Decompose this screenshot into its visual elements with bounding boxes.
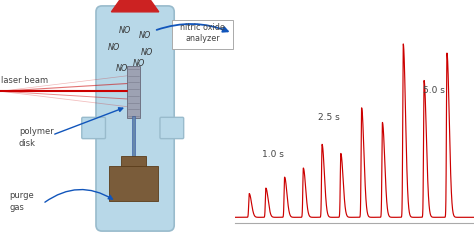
Bar <box>121 156 146 168</box>
Text: NO: NO <box>118 26 130 35</box>
Text: NO: NO <box>138 31 151 40</box>
Text: 1.0 s: 1.0 s <box>262 150 283 159</box>
Polygon shape <box>111 0 159 12</box>
Text: 5.0 s: 5.0 s <box>423 86 445 95</box>
Bar <box>127 66 140 118</box>
FancyBboxPatch shape <box>96 6 174 231</box>
Text: laser beam: laser beam <box>1 76 48 85</box>
FancyBboxPatch shape <box>160 117 184 139</box>
FancyBboxPatch shape <box>172 20 233 49</box>
Text: NO: NO <box>108 43 120 52</box>
FancyBboxPatch shape <box>82 117 106 139</box>
Text: 2.5 s: 2.5 s <box>318 114 340 123</box>
Text: NO: NO <box>116 64 128 73</box>
Text: NO: NO <box>133 59 145 68</box>
Text: nitric oxide
analyzer: nitric oxide analyzer <box>180 23 225 43</box>
Text: polymer
disk: polymer disk <box>19 128 54 147</box>
Text: NO: NO <box>141 48 153 57</box>
Text: purge
gas: purge gas <box>9 191 34 211</box>
Bar <box>109 166 157 201</box>
Bar <box>132 116 135 159</box>
